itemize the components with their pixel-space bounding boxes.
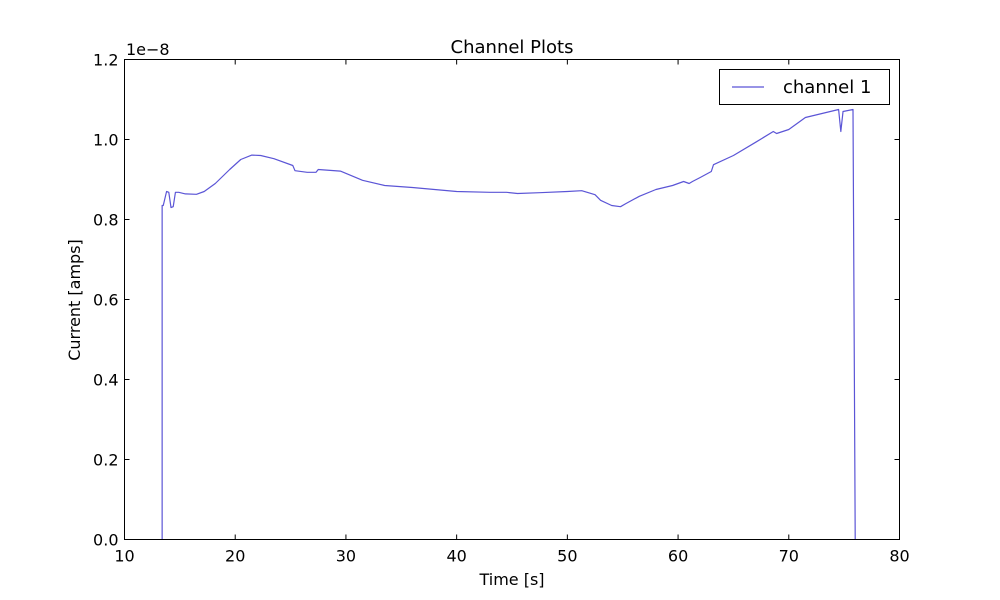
legend-label-channel-1: channel 1 — [783, 77, 871, 98]
x-tick-label: 10 — [114, 547, 134, 566]
chart-title: Channel Plots — [451, 37, 574, 58]
x-tick-label: 20 — [225, 547, 245, 566]
x-tick-label: 40 — [446, 547, 466, 566]
y-tick-label: 0.0 — [93, 531, 118, 550]
y-tick-label: 1.2 — [93, 51, 118, 70]
y-tick-label: 0.8 — [93, 211, 118, 230]
y-axis-label: Current [amps] — [65, 239, 84, 361]
x-tick-label: 70 — [779, 547, 799, 566]
x-tick-label: 80 — [889, 547, 909, 566]
y-tick-label: 1.0 — [93, 131, 118, 150]
x-tick-label: 30 — [336, 547, 356, 566]
x-tick-label: 60 — [668, 547, 688, 566]
series-line-channel-1 — [161, 108, 856, 540]
y-tick-label: 0.4 — [93, 371, 118, 390]
series-layer — [161, 108, 856, 540]
axis-ticks: 10 20 30 40 50 60 70 80 0.0 0.2 0.4 0.6 0.8 1.0 1.2 — [93, 51, 910, 566]
plot-area-frame — [124, 59, 900, 540]
y-tick-label: 0.2 — [93, 451, 118, 470]
x-tick-label: 50 — [557, 547, 577, 566]
x-axis-label: Time [s] — [478, 570, 544, 589]
y-tick-label: 0.6 — [93, 291, 118, 310]
legend: channel 1 — [719, 69, 890, 105]
y-offset-label: 1e−8 — [126, 40, 170, 59]
